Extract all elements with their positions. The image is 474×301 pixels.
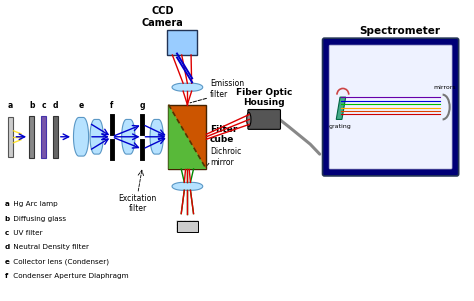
Text: a: a xyxy=(8,101,13,110)
Text: e: e xyxy=(78,101,84,110)
Text: Dichroic
mirror: Dichroic mirror xyxy=(210,147,241,166)
Polygon shape xyxy=(122,119,135,154)
Bar xyxy=(53,116,58,158)
Text: Emission
filter: Emission filter xyxy=(210,79,244,99)
Text: f: f xyxy=(110,101,113,110)
Text: Hg Arc lamp: Hg Arc lamp xyxy=(11,201,58,207)
Polygon shape xyxy=(73,117,89,156)
Text: Filter
cube: Filter cube xyxy=(210,125,237,144)
Polygon shape xyxy=(150,119,163,154)
Bar xyxy=(8,117,13,157)
Text: Excitation
filter: Excitation filter xyxy=(118,194,157,213)
Text: d: d xyxy=(53,101,58,110)
Text: Neutral Density filter: Neutral Density filter xyxy=(11,244,89,250)
Bar xyxy=(41,116,46,158)
Text: c: c xyxy=(4,230,9,236)
Text: e: e xyxy=(4,259,9,265)
Text: Fiber Optic
Housing: Fiber Optic Housing xyxy=(236,88,292,107)
Text: f: f xyxy=(4,273,8,279)
Polygon shape xyxy=(168,104,206,169)
Polygon shape xyxy=(90,119,103,154)
Text: b: b xyxy=(4,216,10,222)
Ellipse shape xyxy=(246,113,251,126)
Text: mirrors: mirrors xyxy=(434,85,456,90)
Text: g: g xyxy=(140,101,145,110)
Text: b: b xyxy=(29,101,35,110)
Bar xyxy=(29,116,34,158)
FancyBboxPatch shape xyxy=(248,110,281,129)
Bar xyxy=(166,30,197,55)
Text: a: a xyxy=(4,201,9,207)
Bar xyxy=(168,104,206,169)
Bar xyxy=(177,221,198,232)
Text: CCD
Camera: CCD Camera xyxy=(142,6,184,28)
FancyBboxPatch shape xyxy=(329,45,452,169)
Text: d: d xyxy=(4,244,10,250)
Text: UV filter: UV filter xyxy=(11,230,43,236)
Polygon shape xyxy=(172,182,203,190)
Text: Spectrometer: Spectrometer xyxy=(360,26,440,36)
Text: Diffusing glass: Diffusing glass xyxy=(11,216,66,222)
Polygon shape xyxy=(336,97,346,119)
Text: Condenser Aperture Diaphragm: Condenser Aperture Diaphragm xyxy=(11,273,129,279)
FancyBboxPatch shape xyxy=(322,38,459,176)
Text: c: c xyxy=(41,101,46,110)
Polygon shape xyxy=(172,83,203,91)
Text: Collector lens (Condenser): Collector lens (Condenser) xyxy=(11,259,109,265)
Text: grating: grating xyxy=(328,124,351,129)
